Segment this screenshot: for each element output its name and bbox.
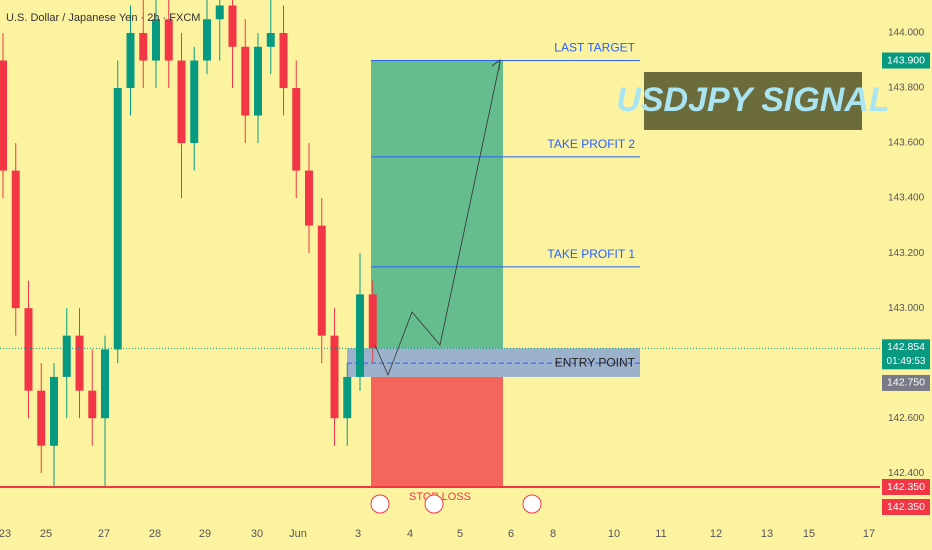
candle-body xyxy=(11,170,20,309)
x-tick-label: 3 xyxy=(355,528,361,540)
target-zone xyxy=(371,60,503,349)
candle-body xyxy=(343,376,352,419)
candle-body xyxy=(330,335,339,419)
arrow-head xyxy=(491,59,501,71)
price-badge xyxy=(882,374,930,391)
level-label: LAST TARGET xyxy=(554,41,635,55)
y-tick-label: 143.400 xyxy=(888,193,925,204)
y-tick-label: 142.600 xyxy=(888,413,925,424)
candle-body xyxy=(305,170,313,226)
entry-zone xyxy=(347,348,640,377)
candle-body xyxy=(24,308,33,391)
candle-body xyxy=(101,349,109,419)
candle-body xyxy=(139,33,148,61)
price-badge xyxy=(882,52,930,69)
candle-body xyxy=(228,5,237,47)
candle-body xyxy=(37,390,46,446)
signal-box xyxy=(644,72,862,130)
x-tick-label: 23 xyxy=(0,528,11,540)
level-label: ENTRY POINT xyxy=(555,355,636,369)
candle-body xyxy=(266,33,275,47)
x-tick-label: 12 xyxy=(710,528,722,540)
flag-icons xyxy=(370,494,542,514)
candle-body xyxy=(279,33,288,89)
candle-body xyxy=(62,335,71,377)
x-tick-label: 11 xyxy=(655,528,666,540)
x-tick-label: 27 xyxy=(98,528,110,540)
y-tick-label: 142.400 xyxy=(888,468,925,479)
current-price-badge xyxy=(882,339,930,370)
flag-icon xyxy=(522,494,542,514)
x-tick-label: 28 xyxy=(149,528,161,540)
x-tick-label: 30 xyxy=(251,528,263,540)
candle-body xyxy=(113,88,122,350)
projection-arrow xyxy=(374,61,501,377)
candle-body xyxy=(50,376,58,446)
flag-icon xyxy=(424,494,444,514)
candle-body xyxy=(164,19,173,61)
candle-body xyxy=(241,46,250,116)
candle-body xyxy=(0,60,7,171)
candle-body xyxy=(254,46,262,116)
y-tick-label: 143.200 xyxy=(888,248,925,259)
level-label: TAKE PROFIT 2 xyxy=(547,137,635,151)
x-tick-label: 15 xyxy=(803,528,815,540)
x-tick-label: 25 xyxy=(40,528,52,540)
candle-body xyxy=(356,294,364,377)
x-tick-label: 6 xyxy=(508,528,514,540)
x-tick-label: 8 xyxy=(550,528,556,540)
level-label: TAKE PROFIT 1 xyxy=(547,247,635,261)
candle-body xyxy=(88,390,97,419)
countdown: 01:49:53 xyxy=(887,356,926,367)
candle-body xyxy=(292,88,301,171)
candle-body xyxy=(215,5,224,20)
flag-icon xyxy=(370,494,390,514)
price-badge-label: 142.750 xyxy=(887,377,925,389)
x-tick-label: 17 xyxy=(863,528,875,540)
candle-body xyxy=(317,225,326,336)
x-tick-label: 13 xyxy=(761,528,773,540)
price-badge xyxy=(882,498,930,515)
current-price-label: 142.854 xyxy=(887,341,925,353)
price-badge-label: 142.350 xyxy=(887,501,925,513)
price-badge xyxy=(882,478,930,495)
x-tick-label: 4 xyxy=(407,528,413,540)
candle-body xyxy=(190,60,199,144)
price-badge-label: 142.350 xyxy=(887,481,925,493)
candle-body xyxy=(203,19,211,61)
y-tick-label: 143.800 xyxy=(888,83,925,94)
y-tick-label: 143.000 xyxy=(888,303,925,314)
y-tick-label: 144.000 xyxy=(888,28,925,39)
x-tick-label: 29 xyxy=(199,528,211,540)
x-tick-label: 5 xyxy=(457,528,463,540)
candle-body xyxy=(152,19,160,61)
candle-body xyxy=(126,33,135,89)
chart-title: U.S. Dollar / Japanese Yen · 2h · FXCM xyxy=(6,12,200,24)
y-tick-label: 143.600 xyxy=(888,138,925,149)
signal-text: USDJPY SIGNAL xyxy=(616,81,889,119)
stop-zone xyxy=(371,376,503,487)
price-badge-label: 143.900 xyxy=(887,54,925,66)
candle-body xyxy=(368,294,377,349)
candle-body xyxy=(75,335,84,391)
x-tick-label: Jun xyxy=(289,528,307,540)
x-tick-label: 10 xyxy=(608,528,620,540)
candle-body xyxy=(177,60,186,144)
